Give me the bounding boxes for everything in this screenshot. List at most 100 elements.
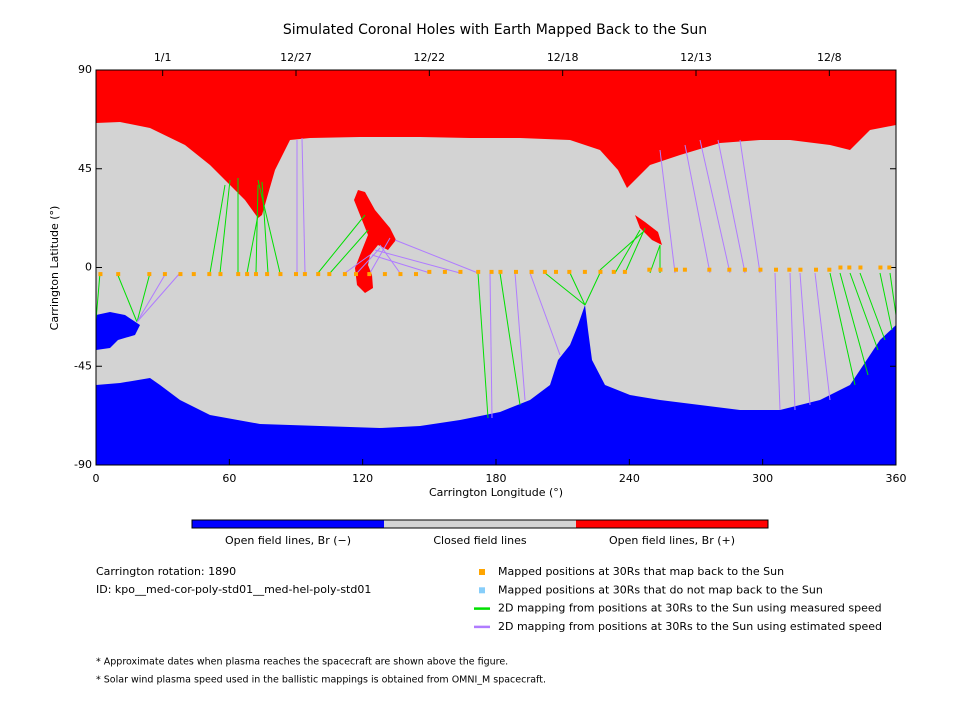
mapping-line <box>774 272 781 411</box>
mapping-line <box>301 137 306 274</box>
colorbar-frame <box>191 519 769 529</box>
mapped-point <box>218 272 223 277</box>
mapped-point <box>147 272 152 277</box>
mapped-point <box>342 272 347 277</box>
mapped-point <box>98 272 103 277</box>
mapping-line <box>544 272 586 306</box>
mapping-line <box>649 244 661 274</box>
mapped-point <box>838 265 843 270</box>
positive-island <box>635 215 662 245</box>
top-tick-label: 12/22 <box>413 51 445 64</box>
legend-label: 2D mapping from positions at 30Rs to the… <box>498 620 882 633</box>
mapping-line <box>814 272 831 401</box>
mapping-line <box>374 249 461 274</box>
info-text: ID: kpo__med-cor-poly-std01__med-hel-pol… <box>96 583 371 596</box>
mapping-line <box>371 254 431 274</box>
mapped-point <box>567 269 572 274</box>
mapping-line <box>379 244 401 274</box>
mapped-point <box>787 267 792 272</box>
mapping-line <box>849 272 879 351</box>
mapping-line <box>584 272 601 306</box>
mapped-point <box>367 272 372 277</box>
top-tick-label: 12/18 <box>547 51 579 64</box>
mapping-line <box>659 149 676 274</box>
x-tick-label: 180 <box>486 472 507 485</box>
mapping-line <box>136 272 151 323</box>
mapped-point <box>674 267 678 272</box>
legend-label: Mapped positions at 30Rs that do not map… <box>498 583 823 596</box>
mapping-line <box>599 231 644 271</box>
mapped-point <box>207 272 212 277</box>
mapped-point <box>658 267 663 272</box>
x-tick-label: 0 <box>93 472 100 485</box>
mapping-line <box>95 272 101 321</box>
mapped-point <box>278 272 283 277</box>
map-background <box>96 70 896 465</box>
mapping-line <box>799 272 811 406</box>
mapped-point <box>814 267 818 272</box>
top-tick-label: 12/13 <box>680 51 712 64</box>
y-tick-label: -90 <box>74 458 92 471</box>
mapping-line <box>829 272 856 386</box>
mapping-line <box>789 272 796 411</box>
mapping-line <box>136 272 181 323</box>
mapping-line <box>514 272 526 401</box>
mapping-line <box>369 237 391 274</box>
mapping-line <box>329 229 369 274</box>
mapped-point <box>774 267 778 272</box>
mapped-point <box>265 272 270 277</box>
mapping-line <box>717 139 746 274</box>
mapped-point <box>622 269 627 274</box>
mapped-point <box>476 269 481 274</box>
x-tick-label: 120 <box>352 472 373 485</box>
mapped-point <box>727 267 732 272</box>
top-tick-label: 12/27 <box>280 51 312 64</box>
mapped-point <box>707 267 712 272</box>
mapped-point <box>116 272 121 277</box>
mapped-point <box>742 267 747 272</box>
x-tick-label: 300 <box>752 472 773 485</box>
mapped-point <box>827 267 832 272</box>
y-tick-label: 90 <box>78 63 92 76</box>
legend-label: 2D mapping from positions at 30Rs to the… <box>498 602 882 615</box>
mapping-line <box>246 214 259 274</box>
mapped-point <box>245 272 250 277</box>
mapping-line <box>499 272 521 406</box>
colorbar-segment <box>576 520 768 528</box>
mapped-point <box>647 267 652 272</box>
x-tick-label: 240 <box>619 472 640 485</box>
y-axis-label: Carrington Latitude (°) <box>48 206 61 331</box>
mapped-point <box>489 269 494 274</box>
mapping-line <box>624 227 646 274</box>
mapping-line <box>344 254 371 274</box>
mapped-point <box>858 265 863 270</box>
mapping-line <box>356 247 381 274</box>
negative-blob <box>96 312 140 350</box>
mapping-line <box>859 272 886 341</box>
mapped-point <box>254 272 258 277</box>
negative-region <box>96 305 896 465</box>
mapping-line <box>684 144 711 274</box>
mapped-point <box>887 265 892 270</box>
note: * Approximate dates when plasma reaches … <box>96 657 508 668</box>
mapped-point <box>611 269 616 274</box>
mapping-line <box>879 272 893 331</box>
chart-title: Simulated Coronal Holes with Earth Mappe… <box>283 22 707 38</box>
mapping-line <box>255 184 259 274</box>
mapping-line <box>569 272 586 306</box>
mapping-line <box>739 139 761 274</box>
colorbar-label: Closed field lines <box>433 534 527 547</box>
legend-swatch <box>479 587 485 594</box>
colorbar-label: Open field lines, Br (−) <box>225 534 351 547</box>
mapped-point <box>542 269 547 274</box>
mapping-line <box>261 181 269 274</box>
mapped-point <box>294 272 298 277</box>
mapped-point <box>414 272 418 277</box>
mapped-point <box>382 272 387 277</box>
mapping-line <box>529 272 561 356</box>
top-tick-label: 1/1 <box>154 51 172 64</box>
y-tick-label: 45 <box>78 162 92 175</box>
y-tick-label: -45 <box>74 359 92 372</box>
y-tick-label: 0 <box>85 261 92 274</box>
